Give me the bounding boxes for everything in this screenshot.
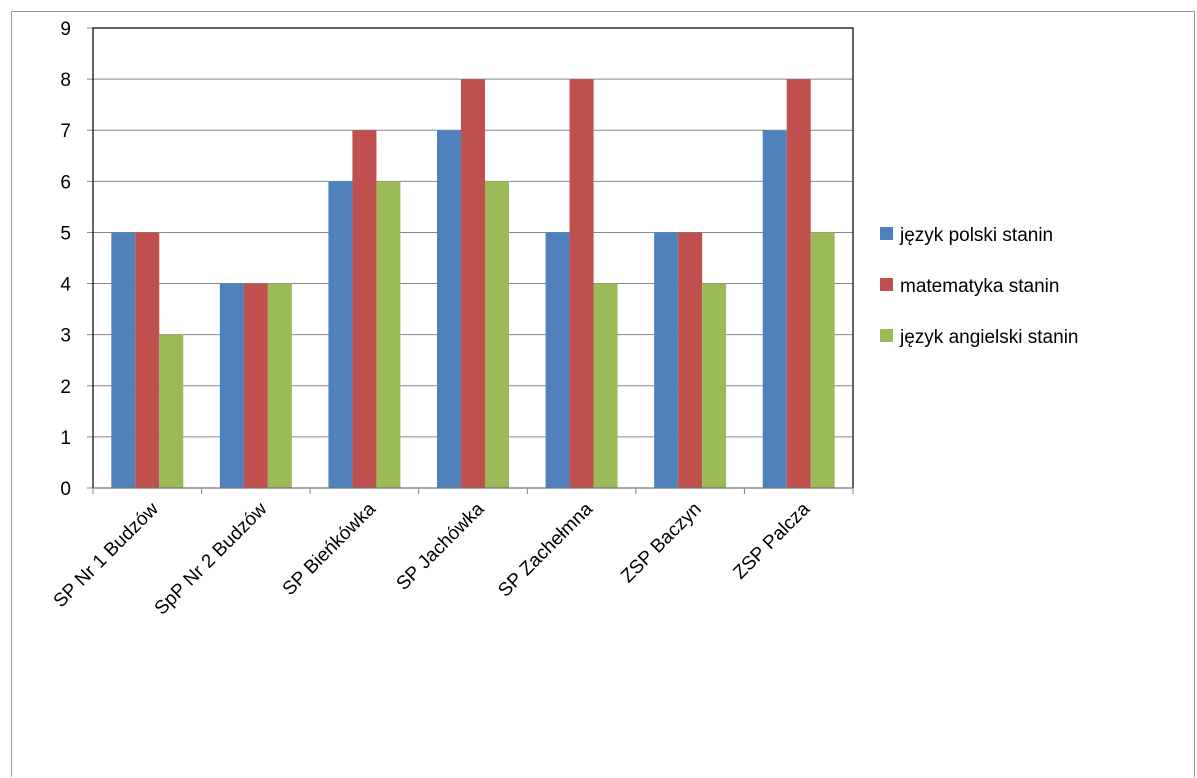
bar [328,181,353,489]
bars [111,79,835,489]
y-tick-labels: 0 1 2 3 4 5 6 7 8 9 [60,19,71,500]
y-tick-label: 8 [60,70,71,91]
bar [569,79,594,488]
y-tick-label: 6 [60,172,71,193]
bar [352,130,377,488]
bar [437,130,461,488]
bar [545,232,570,488]
legend: język polski stanin matematyka stanin języ… [880,225,1078,348]
bar [267,283,292,488]
bar [678,232,703,488]
y-tick-label: 1 [60,428,71,449]
bar [219,283,244,488]
x-tick-label: ZSP Palcza [729,498,814,583]
x-tick-label: SP Zachełmna [494,498,597,601]
bar [702,283,727,488]
bar [654,232,679,488]
legend-label: język polski stanin [899,225,1053,246]
y-tick-label: 2 [60,377,71,398]
bar [111,232,136,488]
y-tick-label: 9 [60,19,71,40]
axes [87,27,854,494]
x-tick-label: SpP Nr 2 Budzów [151,498,272,619]
bar [135,232,160,488]
bar [243,283,268,488]
y-tick-label: 3 [60,326,71,347]
y-tick-label: 0 [60,479,71,500]
x-tick-label: ZSP Baczyn [617,499,706,588]
legend-label: matematyka stanin [900,276,1059,297]
bar [810,232,835,488]
y-tick-label: 5 [60,223,71,244]
legend-label: język angielski stanin [899,327,1078,348]
bar [786,79,811,488]
bar [376,181,401,489]
bar [461,79,485,488]
x-tick-label: SP Jachówka [393,498,489,594]
bar [593,283,618,488]
y-tick-label: 7 [60,121,71,142]
x-tick-label: SP Nr 1 Budzów [50,498,163,611]
legend-swatch [880,227,893,240]
y-tick-label: 4 [60,275,71,296]
chart-frame [11,11,1195,777]
bar [762,130,787,488]
x-tick-label: SP Bieńkówka [279,498,381,600]
legend-swatch [880,329,893,342]
bar [485,181,509,489]
bar [159,334,184,488]
legend-swatch [880,278,893,291]
